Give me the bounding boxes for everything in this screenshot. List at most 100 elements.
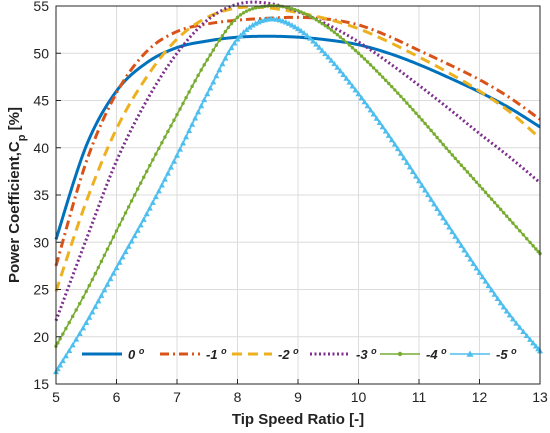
data-marker: [241, 11, 246, 15]
data-marker: [180, 140, 187, 146]
x-tick-label: 9: [294, 389, 302, 405]
data-marker: [166, 129, 170, 134]
data-marker: [296, 9, 300, 13]
data-marker: [132, 193, 137, 197]
data-marker: [223, 29, 228, 34]
data-marker: [308, 14, 312, 18]
data-marker: [67, 320, 71, 325]
data-marker: [394, 145, 401, 152]
data-marker: [331, 60, 338, 67]
data-marker: [108, 241, 113, 245]
data-marker: [525, 237, 529, 241]
data-marker: [62, 352, 69, 359]
data-marker: [371, 66, 376, 70]
data-marker: [122, 248, 129, 255]
data-marker: [483, 190, 488, 195]
data-marker: [523, 332, 530, 339]
data-marker: [528, 240, 532, 245]
data-marker: [199, 68, 203, 72]
data-marker: [87, 283, 91, 288]
data-marker: [231, 40, 238, 46]
data-marker: [341, 37, 346, 42]
data-marker: [381, 75, 385, 79]
data-marker: [57, 362, 64, 368]
data-marker: [344, 40, 349, 44]
data-marker: [441, 142, 445, 147]
data-marker: [514, 225, 518, 229]
data-marker: [508, 217, 512, 222]
data-marker: [425, 191, 432, 198]
data-marker: [119, 254, 126, 260]
data-marker: [142, 175, 146, 179]
y-axis-label-subscript: p: [16, 134, 28, 141]
data-marker: [305, 12, 309, 17]
data-marker: [343, 75, 350, 81]
data-marker: [346, 79, 353, 85]
data-marker: [498, 207, 503, 212]
data-marker: [422, 187, 429, 193]
data-marker: [161, 176, 168, 182]
data-marker: [412, 173, 419, 179]
data-marker: [470, 260, 477, 267]
data-marker: [216, 66, 223, 73]
data-marker: [160, 141, 164, 145]
data-marker: [208, 53, 212, 57]
series-line: [54, 15, 541, 267]
x-tick-label: 7: [173, 389, 181, 405]
data-marker: [219, 60, 226, 67]
series-5: [53, 15, 543, 375]
legend-label: -3 o: [356, 346, 377, 362]
data-marker: [237, 32, 244, 38]
data-marker: [396, 91, 400, 95]
data-marker: [518, 229, 522, 233]
series-3: [54, 0, 541, 322]
data-marker: [195, 108, 202, 115]
data-marker: [76, 330, 83, 336]
data-marker: [217, 38, 222, 43]
y-tick-label: 25: [33, 282, 49, 298]
data-marker: [420, 118, 424, 122]
data-marker: [365, 60, 370, 64]
data-marker: [362, 57, 367, 61]
data-marker: [83, 319, 90, 325]
data-marker: [282, 19, 289, 25]
data-marker: [492, 200, 497, 205]
data-marker: [480, 187, 485, 191]
data-marker: [163, 135, 167, 139]
legend-label-unit: o: [511, 346, 517, 356]
data-marker: [353, 48, 358, 53]
data-marker: [399, 94, 403, 99]
data-marker: [503, 308, 510, 314]
data-marker: [291, 23, 298, 30]
data-marker: [250, 7, 255, 11]
data-marker: [349, 83, 356, 89]
x-tick-label: 13: [532, 389, 548, 405]
data-marker: [61, 332, 65, 336]
data-marker: [177, 146, 184, 152]
data-marker: [96, 265, 101, 270]
data-marker: [423, 121, 427, 126]
data-marker: [226, 25, 231, 30]
legend-item: -2 o: [232, 346, 299, 362]
data-marker: [175, 112, 179, 117]
data-marker: [387, 81, 391, 86]
y-axis-label-main: Power Coefficient,C: [6, 141, 23, 283]
data-marker: [152, 193, 159, 200]
data-marker: [123, 211, 128, 215]
grid: [55, 5, 541, 385]
legend-label-value: -2: [278, 347, 293, 362]
data-marker: [174, 152, 180, 158]
legend-marker: [466, 350, 474, 357]
data-marker: [385, 132, 392, 138]
data-marker: [249, 22, 256, 28]
data-marker: [253, 6, 258, 10]
data-marker: [196, 73, 200, 78]
data-marker: [337, 67, 344, 74]
data-marker: [379, 123, 386, 130]
data-marker: [485, 282, 492, 289]
data-marker: [114, 229, 119, 233]
data-marker: [128, 238, 135, 244]
data-marker: [313, 41, 320, 47]
data-marker: [220, 34, 225, 38]
series-line: [54, 0, 541, 322]
